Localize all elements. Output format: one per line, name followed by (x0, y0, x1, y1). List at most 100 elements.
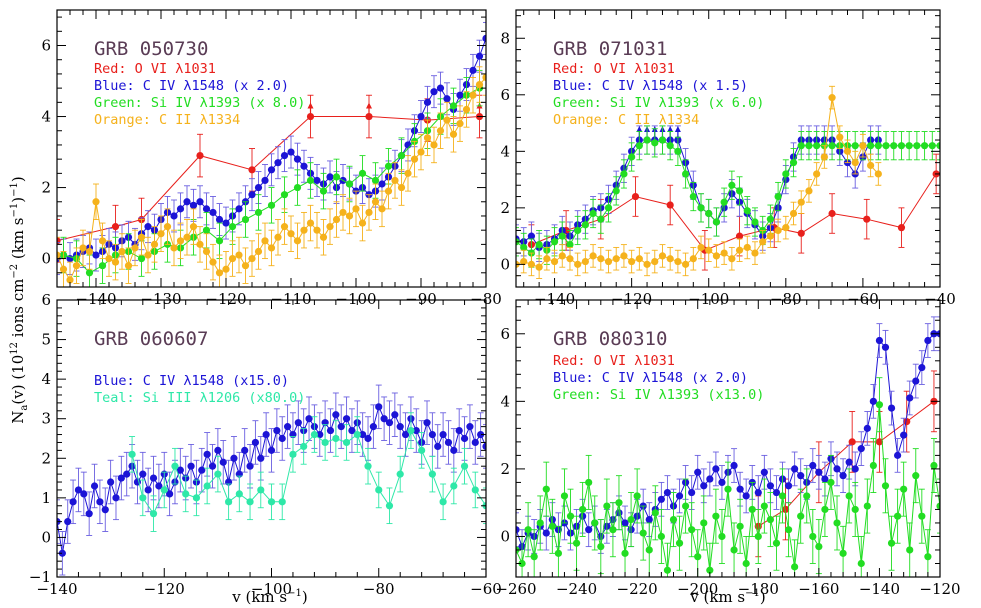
data-point (337, 423, 345, 431)
x-tick-label: −120 (144, 580, 185, 598)
data-point (748, 505, 756, 514)
data-point (371, 198, 380, 206)
data-point (666, 255, 674, 263)
data-point (848, 438, 856, 446)
data-point (518, 559, 526, 568)
panel-frame (515, 299, 941, 578)
data-point (689, 192, 697, 201)
data-point (306, 112, 315, 121)
data-point (241, 215, 250, 224)
data-point (417, 148, 425, 156)
y-tick-label: 5 (41, 331, 51, 349)
data-point (682, 260, 690, 268)
data-point (475, 52, 484, 60)
data-point (182, 490, 190, 498)
data-point (241, 446, 249, 454)
data-point (384, 162, 393, 170)
data-point (280, 152, 289, 160)
x-tick-label: −40 (924, 290, 956, 308)
data-point (222, 265, 230, 273)
data-point (520, 243, 528, 252)
data-point (430, 88, 438, 96)
data-point (857, 559, 865, 568)
data-point (912, 472, 920, 480)
data-point (930, 461, 938, 470)
x-tick-label: −180 (738, 580, 779, 598)
data-point (743, 243, 751, 252)
data-point (348, 426, 356, 435)
data-point (267, 446, 276, 454)
data-point (423, 134, 432, 142)
ylabel-sub: a (19, 405, 30, 411)
data-point (589, 252, 597, 260)
data-point (813, 142, 821, 150)
data-point (430, 141, 438, 149)
data-point (797, 198, 805, 206)
chart-panel-4: −260 −240 −220 −200 −180 −160 −140 −120 0 2 4 6 GRB … (495, 299, 961, 598)
data-point (585, 526, 593, 534)
data-point (80, 490, 88, 498)
y-tick-label: 4 (41, 370, 51, 388)
data-point (117, 474, 125, 482)
data-point (881, 482, 890, 490)
data-point (851, 159, 859, 167)
data-point (663, 488, 672, 497)
series-line (57, 116, 480, 242)
data-point (604, 257, 613, 266)
data-point (246, 498, 254, 506)
data-point (98, 237, 107, 245)
ylabel-main: (v) (10 (9, 355, 27, 405)
y-tick-label: 4 (500, 392, 510, 410)
data-point (851, 465, 859, 473)
x-tick-label: −140 (75, 290, 116, 308)
data-point (527, 232, 536, 240)
data-point (712, 465, 720, 473)
data-point (643, 260, 651, 268)
data-point (560, 492, 569, 500)
data-point (705, 246, 713, 254)
data-point (527, 260, 536, 268)
x-tick-label: −240 (556, 580, 597, 598)
data-point (59, 265, 68, 273)
legend-entry: Red: O VI λ1031 (553, 353, 675, 369)
data-point (359, 430, 367, 439)
data-point (890, 142, 898, 150)
ylabel-close: ) (9, 176, 27, 182)
data-point (612, 255, 620, 263)
data-point (57, 251, 61, 259)
data-point (375, 486, 383, 494)
data-point (456, 120, 464, 128)
data-point (728, 255, 736, 263)
y-tick-label: 3 (41, 410, 51, 428)
data-point (920, 142, 929, 150)
svg-text:Na(v) (1012 ions cm−2 (km s−1): Na(v) (1012 ions cm−2 (km s−1)−1) (9, 176, 30, 423)
data-point (706, 475, 714, 483)
data-point (176, 205, 185, 213)
data-point (751, 218, 759, 226)
data-point (267, 244, 276, 252)
data-point (869, 397, 877, 405)
data-point (365, 112, 373, 121)
data-point (530, 553, 538, 561)
data-point (718, 478, 726, 487)
series-line (131, 429, 486, 515)
data-point (449, 102, 458, 110)
y-tick-label: 6 (500, 325, 510, 343)
data-point (674, 257, 682, 266)
data-point (874, 170, 882, 178)
data-point (339, 208, 347, 217)
data-point (585, 478, 593, 487)
data-point (166, 490, 174, 498)
data-point (620, 252, 628, 260)
ylabel-end: ) (9, 197, 27, 203)
data-point (772, 539, 781, 547)
data-point (809, 461, 817, 470)
data-point (887, 539, 896, 547)
panel-frame (56, 9, 487, 288)
data-point (385, 502, 394, 510)
y-tick-label: 2 (500, 460, 510, 478)
data-point (183, 198, 191, 206)
data-point (391, 411, 399, 419)
data-point (300, 442, 308, 451)
data-point (712, 218, 721, 226)
